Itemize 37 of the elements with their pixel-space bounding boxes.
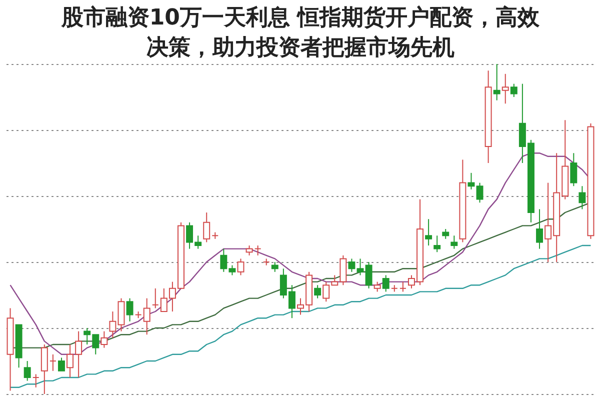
candlestick bbox=[510, 83, 518, 98]
candlestick bbox=[365, 262, 372, 289]
candlestick bbox=[40, 344, 48, 394]
candlestick bbox=[254, 245, 262, 256]
candlestick bbox=[49, 354, 56, 372]
candlestick bbox=[536, 208, 543, 250]
candlestick bbox=[570, 152, 578, 187]
candlestick bbox=[24, 360, 31, 382]
candlestick bbox=[100, 330, 108, 348]
candlestick bbox=[203, 212, 210, 243]
candlestick bbox=[271, 262, 278, 272]
candlestick bbox=[356, 258, 364, 276]
candlestick bbox=[382, 274, 390, 292]
candlestick bbox=[262, 258, 270, 266]
candlestick bbox=[468, 172, 475, 190]
candlestick bbox=[246, 245, 253, 256]
candlestick bbox=[143, 298, 150, 336]
candlestick bbox=[126, 298, 134, 322]
candlestick bbox=[118, 298, 125, 332]
candlestick bbox=[450, 235, 458, 250]
candlestick bbox=[58, 357, 65, 372]
candlestick bbox=[399, 281, 406, 292]
candlestick bbox=[434, 235, 441, 253]
candlestick bbox=[152, 288, 159, 309]
candlestick bbox=[493, 64, 500, 101]
candlestick bbox=[578, 186, 586, 210]
candlestick bbox=[374, 281, 381, 292]
candlestick bbox=[442, 228, 450, 240]
candlestick bbox=[502, 73, 509, 104]
chart-title: 股市融资10万一天利息 恒指期货开户配资，高效决策，助力投资者把握市场先机 bbox=[60, 4, 541, 60]
candlestick bbox=[425, 218, 432, 246]
candlestick bbox=[109, 311, 116, 338]
candlestick bbox=[348, 258, 356, 272]
candlestick bbox=[314, 284, 322, 299]
candlestick bbox=[476, 182, 484, 204]
candlestick bbox=[237, 258, 244, 276]
candlestick bbox=[32, 374, 40, 388]
